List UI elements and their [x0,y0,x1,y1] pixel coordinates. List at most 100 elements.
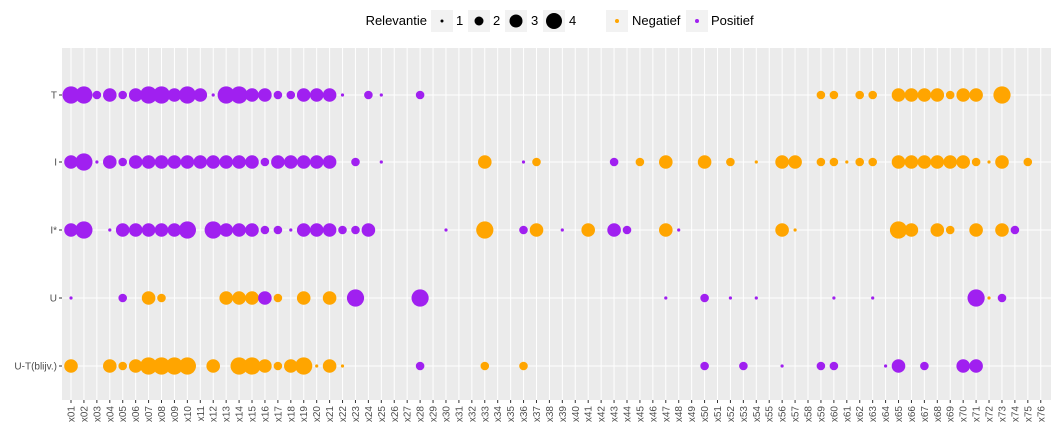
x-tick-label-x72: x72 [985,406,996,423]
y-tick-label-0: T [51,91,57,102]
x-tick-label-x31: x31 [454,406,465,423]
point-I-x21 [322,223,337,237]
x-tick-label-x55: x55 [765,406,776,423]
point-T-x69 [945,90,955,100]
point-I-x18 [284,155,298,169]
point-I-x10 [178,221,196,239]
point-U-x21 [322,291,337,305]
point-U-x60 [832,296,836,300]
point-I-x39 [560,228,564,232]
point-UTblijv-x20 [315,364,319,368]
legend-size-label-3: 3 [531,13,538,28]
point-T-x12 [211,93,215,97]
point-I-x68 [930,223,945,237]
legend-color-label-negatief: Negatief [632,13,681,28]
x-tick-label-x76: x76 [1036,406,1047,423]
point-U-x01 [69,296,73,300]
point-U-x72 [987,296,991,300]
x-tick-label-x38: x38 [545,406,556,423]
point-T-x08 [152,86,171,104]
x-tick-label-x19: x19 [299,406,310,423]
point-I-x01 [64,223,78,237]
point-I-x12 [204,221,222,239]
point-T-x67 [917,88,932,102]
point-I-x16 [260,157,270,167]
point-I-x70 [956,155,970,169]
x-tick-label-x05: x05 [118,406,129,423]
point-U-x63 [871,296,875,300]
point-I-x45 [635,157,645,167]
x-tick-label-x42: x42 [597,406,608,423]
point-I-x37 [532,157,541,167]
x-tick-label-x60: x60 [829,406,840,423]
x-tick-label-x27: x27 [403,406,414,423]
point-I-x66 [904,155,919,169]
point-UTblijv-x71 [969,359,983,373]
x-tick-label-x17: x17 [273,406,284,423]
legend-size-dot-1 [440,19,444,23]
x-tick-label-x29: x29 [429,406,440,423]
x-tick-label-x39: x39 [558,406,569,423]
point-T-x59 [816,90,826,100]
x-tick-label-x25: x25 [377,406,388,423]
point-I-x09 [167,155,182,169]
x-tick-label-x33: x33 [480,406,491,423]
x-tick-label-x68: x68 [933,406,944,423]
point-I-x13 [219,155,233,169]
point-T-x60 [829,90,839,100]
x-tick-label-x70: x70 [959,406,970,423]
point-T-x14 [230,86,248,104]
point-I-x23 [351,225,360,235]
point-U-x13 [219,291,233,305]
point-I-x57 [788,155,802,169]
point-I-x15 [245,223,259,237]
x-tick-label-x62: x62 [855,406,866,423]
point-U-x28 [411,289,429,307]
point-I-x72 [987,160,991,164]
x-tick-label-x21: x21 [325,406,336,423]
point-UTblijv-x67 [920,361,929,371]
point-UTblijv-x17 [273,361,283,371]
point-I-x12 [206,155,220,169]
point-UTblijv-x18 [284,359,298,373]
x-tick-label-x45: x45 [635,406,646,423]
point-I-x36 [519,225,528,235]
point-T-x04 [103,88,117,102]
point-UTblijv-x06 [128,359,143,373]
x-tick-label-x48: x48 [674,406,685,423]
legend-size-label-4: 4 [569,13,576,28]
point-T-x70 [956,88,970,102]
point-U-x08 [157,293,166,303]
x-tick-label-x47: x47 [661,406,672,423]
x-tick-label-x34: x34 [493,406,504,423]
x-tick-label-x14: x14 [235,406,246,423]
point-T-x28 [415,90,425,100]
x-tick-label-x22: x22 [338,406,349,423]
point-UTblijv-x56 [780,364,784,368]
point-T-x03 [92,90,102,100]
point-U-x14 [232,291,246,305]
point-I-x08 [154,155,169,169]
point-U-x16 [258,291,272,305]
point-UTblijv-x59 [816,361,826,371]
point-I-x10 [180,155,195,169]
point-I-x37 [529,223,544,237]
x-tick-label-x63: x63 [868,406,879,423]
point-UTblijv-x70 [956,359,970,373]
point-T-x62 [855,90,864,100]
point-UTblijv-x33 [480,361,490,371]
x-tick-label-x09: x09 [170,406,181,423]
point-U-x15 [245,291,259,305]
x-tick-label-x61: x61 [842,406,853,423]
x-tick-label-x49: x49 [687,406,698,423]
point-U-x50 [700,293,709,303]
point-I-x59 [816,157,826,167]
x-tick-label-x23: x23 [351,406,362,423]
point-I-x36 [521,160,526,164]
point-I-x05 [118,157,127,167]
legend-size-dot-3 [509,14,523,28]
point-UTblijv-x05 [118,361,127,371]
point-I-x18 [289,228,293,232]
point-I-x56 [775,223,789,237]
x-tick-label-x73: x73 [998,406,1009,423]
